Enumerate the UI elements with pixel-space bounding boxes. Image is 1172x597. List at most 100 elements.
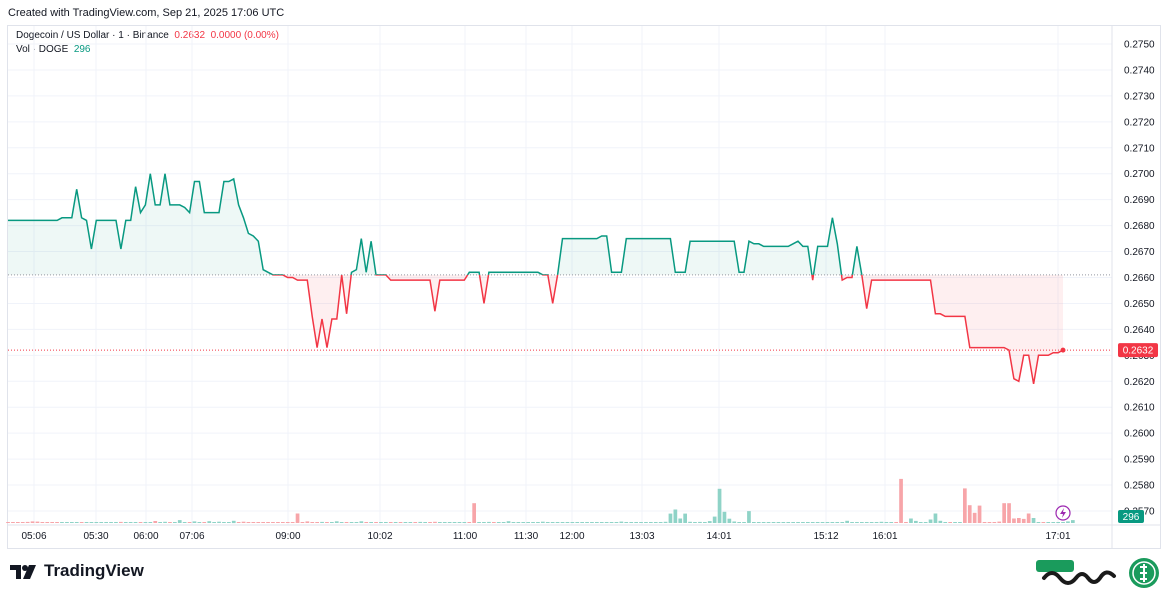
volume-bar [707,521,712,523]
volume-bar [698,521,702,523]
volume-bar [241,521,246,523]
volume-bar [1036,522,1041,523]
volume-bar [953,522,957,523]
volume-bar [688,521,692,523]
x-tick-label: 10:02 [367,531,392,542]
volume-bar [447,522,452,523]
volume-bar [791,522,795,523]
volume-bar [884,522,889,523]
volume-bar [575,522,580,523]
volume-bar [570,522,575,523]
volume-bar [766,522,771,523]
y-tick-label: 0.2580 [1124,481,1155,492]
y-tick-label: 0.2750 [1124,40,1155,51]
volume-bar [261,522,265,523]
volume-bar [992,522,997,523]
volume-bar [840,522,845,523]
tradingview-logo[interactable]: TradingView [10,561,144,581]
volume-bar [148,522,153,523]
volume-bar [771,522,776,523]
last-price-axis-badge [1118,343,1158,358]
volume-bar [693,522,697,523]
volume-bar [590,522,594,523]
x-tick-label: 07:06 [179,531,204,542]
volume-bar [236,522,241,523]
volume-bar [457,522,462,523]
chart-panel [7,25,1161,549]
volume-bar [599,522,604,523]
volume-bar [639,522,643,523]
volume-bar [418,521,423,523]
volume-bar [109,522,113,523]
volume-bar [1046,522,1051,523]
y-tick-label: 0.2620 [1124,377,1155,388]
volume-bar [413,522,418,523]
volume-bar [776,522,781,523]
volume-bar [555,522,560,523]
volume-bar [35,521,40,523]
volume-bar [634,522,638,523]
y-tick-label: 0.2710 [1124,143,1155,154]
volume-bar [266,522,270,523]
volume-bar [285,522,290,523]
volume-bar [742,522,746,523]
volume-bar [786,522,791,523]
volume-bar [511,522,516,523]
volume-bar [972,512,977,523]
volume-bar [6,522,10,523]
volume-bar [806,522,810,523]
y-tick-label: 0.2700 [1124,169,1155,180]
y-tick-label: 0.2720 [1124,117,1155,128]
volume-bar [894,522,898,523]
volume-bar [428,522,432,523]
volume-bar [658,522,663,523]
volume-bar [830,522,835,523]
volume-bar [1066,521,1070,523]
volume-bar [860,522,864,523]
x-tick-label: 15:12 [813,531,838,542]
volume-bar [752,522,756,523]
volume-bar [256,522,261,523]
volume-bar [948,522,952,523]
volume-bar [349,522,354,523]
volume-bar [133,522,138,523]
volume-bar [477,522,481,523]
sarrafi-logo-icon [1036,558,1159,588]
volume-bar [70,522,74,523]
volume-bar [565,522,570,523]
volume-bar [914,520,918,523]
x-tick-label: 17:01 [1045,531,1070,542]
volume-bar [933,513,938,523]
volume-bar [987,522,992,523]
volume-bar [703,522,707,523]
volume-value: 296 [73,44,91,55]
volume-bar [119,521,123,523]
volume-bar [339,522,344,523]
volume-bar [1031,518,1036,523]
volume-bar [585,522,589,523]
volume-bar [496,522,501,523]
volume-bar [521,522,526,523]
volume-bar [462,522,467,523]
volume-bar [550,522,555,523]
volume-bar [271,522,275,523]
volume-bar [761,522,766,523]
volume-bar [595,522,599,523]
volume-bar [580,522,584,523]
symbol-legend: Dogecoin / US Dollar · 1 · Binance 0.263… [16,30,279,41]
x-tick-label: 09:00 [275,531,300,542]
volume-bar [879,521,884,523]
volume-bar [222,522,226,523]
y-tick-label: 0.2660 [1124,273,1155,284]
volume-bar [501,522,506,523]
volume-bar [928,519,933,523]
volume-bar [1051,522,1056,523]
volume-bar [50,522,54,523]
volume-bar [182,522,187,523]
volume-bar [683,513,687,523]
volume-bar [276,522,280,523]
volume-bar [737,522,741,523]
symbol-title: Dogecoin / US Dollar · 1 · Binance [16,30,169,41]
volume-bar [45,522,50,523]
